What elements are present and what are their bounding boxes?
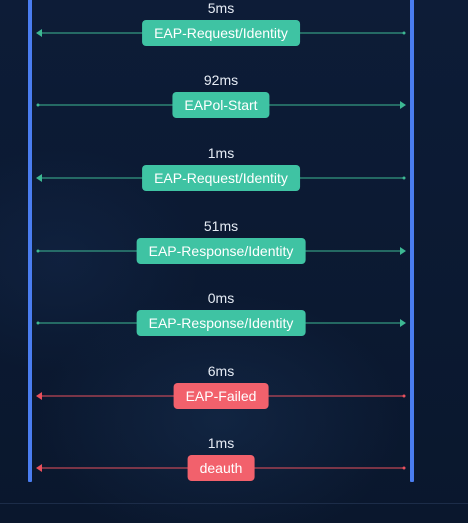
- arrow-tail-dot: [36, 249, 40, 253]
- flow-row: 6ms EAP-Failed: [36, 363, 406, 433]
- latency-label: 0ms: [207, 290, 235, 306]
- message-badge[interactable]: EAP-Response/Identity: [136, 310, 306, 336]
- client-lifeline: [28, 0, 32, 482]
- arrow-tail-dot: [402, 466, 406, 470]
- arrow-tail-dot: [402, 176, 406, 180]
- server-lifeline: [410, 0, 414, 482]
- latency-label: 51ms: [203, 218, 239, 234]
- flow-row: 5ms EAP-Request/Identity: [36, 0, 406, 70]
- message-badge[interactable]: EAP-Response/Identity: [136, 238, 306, 264]
- arrow-head-icon: [400, 319, 406, 327]
- arrow-head-icon: [36, 174, 42, 182]
- arrow-tail-dot: [402, 31, 406, 35]
- latency-label: 92ms: [203, 72, 239, 88]
- flow-row: 0ms EAP-Response/Identity: [36, 290, 406, 360]
- flow-row: 51ms EAP-Response/Identity: [36, 218, 406, 288]
- latency-label: 1ms: [207, 435, 235, 451]
- latency-label: 6ms: [207, 363, 235, 379]
- latency-label: 5ms: [207, 0, 235, 16]
- arrow-head-icon: [36, 464, 42, 472]
- flow-row: 1ms EAP-Request/Identity: [36, 145, 406, 215]
- arrow-head-icon: [36, 392, 42, 400]
- arrow-head-icon: [400, 101, 406, 109]
- flow-row: 1ms deauth: [36, 435, 406, 505]
- arrow-head-icon: [36, 29, 42, 37]
- message-badge[interactable]: EAP-Request/Identity: [142, 165, 300, 191]
- arrow-tail-dot: [36, 103, 40, 107]
- message-badge[interactable]: EAPol-Start: [172, 92, 270, 118]
- latency-label: 1ms: [207, 145, 235, 161]
- arrow-tail-dot: [36, 321, 40, 325]
- bottom-divider: [0, 503, 468, 504]
- message-badge[interactable]: EAP-Failed: [173, 383, 269, 409]
- flow-row: 92ms EAPol-Start: [36, 72, 406, 142]
- arrow-head-icon: [400, 247, 406, 255]
- message-badge[interactable]: EAP-Request/Identity: [142, 20, 300, 46]
- message-badge[interactable]: deauth: [187, 455, 255, 481]
- arrow-tail-dot: [402, 394, 406, 398]
